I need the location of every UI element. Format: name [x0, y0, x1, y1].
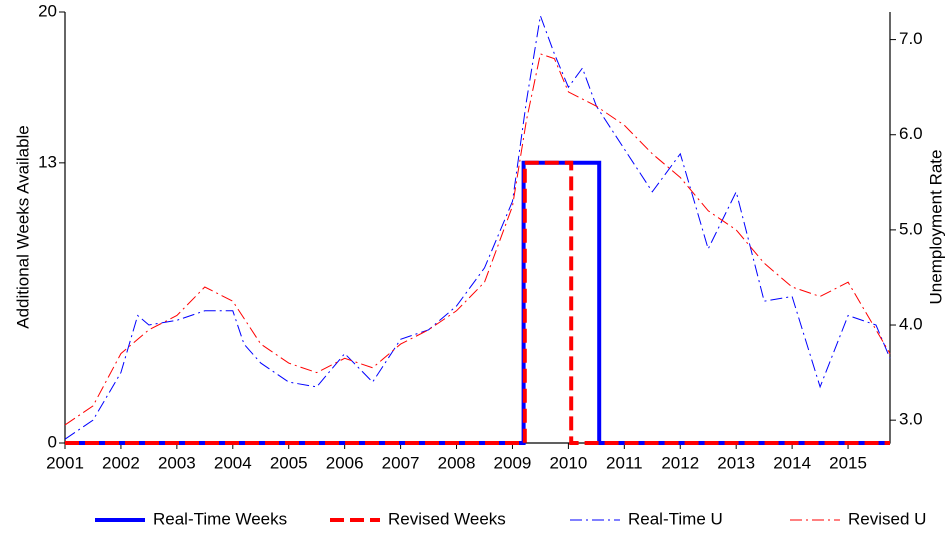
y-tick-label: 20 — [38, 1, 57, 20]
legend-label: Real-Time Weeks — [153, 509, 287, 528]
y2-tick-label: 6.0 — [899, 124, 923, 143]
x-tick-label: 2015 — [829, 453, 867, 472]
x-tick-label: 2008 — [438, 453, 476, 472]
x-tick-label: 2005 — [270, 453, 308, 472]
x-tick-label: 2011 — [606, 453, 643, 472]
x-tick-label: 2004 — [214, 453, 252, 472]
y-axis-label: Additional Weeks Available — [13, 125, 32, 329]
y2-axis-label: Unemployment Rate — [926, 150, 945, 305]
x-tick-label: 2013 — [717, 453, 755, 472]
x-tick-label: 2012 — [661, 453, 699, 472]
y2-tick-label: 4.0 — [899, 315, 923, 334]
series-line — [64, 53, 891, 426]
x-tick-label: 2006 — [326, 453, 364, 472]
y2-tick-label: 3.0 — [899, 410, 923, 429]
x-tick-label: 2002 — [102, 453, 140, 472]
legend-label: Real-Time U — [628, 509, 723, 528]
axes-frame — [64, 12, 891, 444]
x-tick-label: 2014 — [773, 453, 811, 472]
x-tick-label: 2001 — [46, 453, 84, 472]
legend-label: Revised U — [848, 509, 926, 528]
y2-tick-label: 5.0 — [899, 219, 923, 238]
series-line — [65, 160, 890, 445]
legend-label: Revised Weeks — [388, 509, 506, 528]
y-tick-label: 13 — [38, 152, 57, 171]
x-tick-label: 2009 — [494, 453, 532, 472]
y2-tick-label: 7.0 — [899, 29, 923, 48]
x-tick-label: 2007 — [382, 453, 420, 472]
x-tick-label: 2003 — [158, 453, 196, 472]
y-tick-label: 0 — [48, 432, 57, 451]
x-tick-label: 2010 — [549, 453, 587, 472]
series-line — [64, 13, 891, 440]
